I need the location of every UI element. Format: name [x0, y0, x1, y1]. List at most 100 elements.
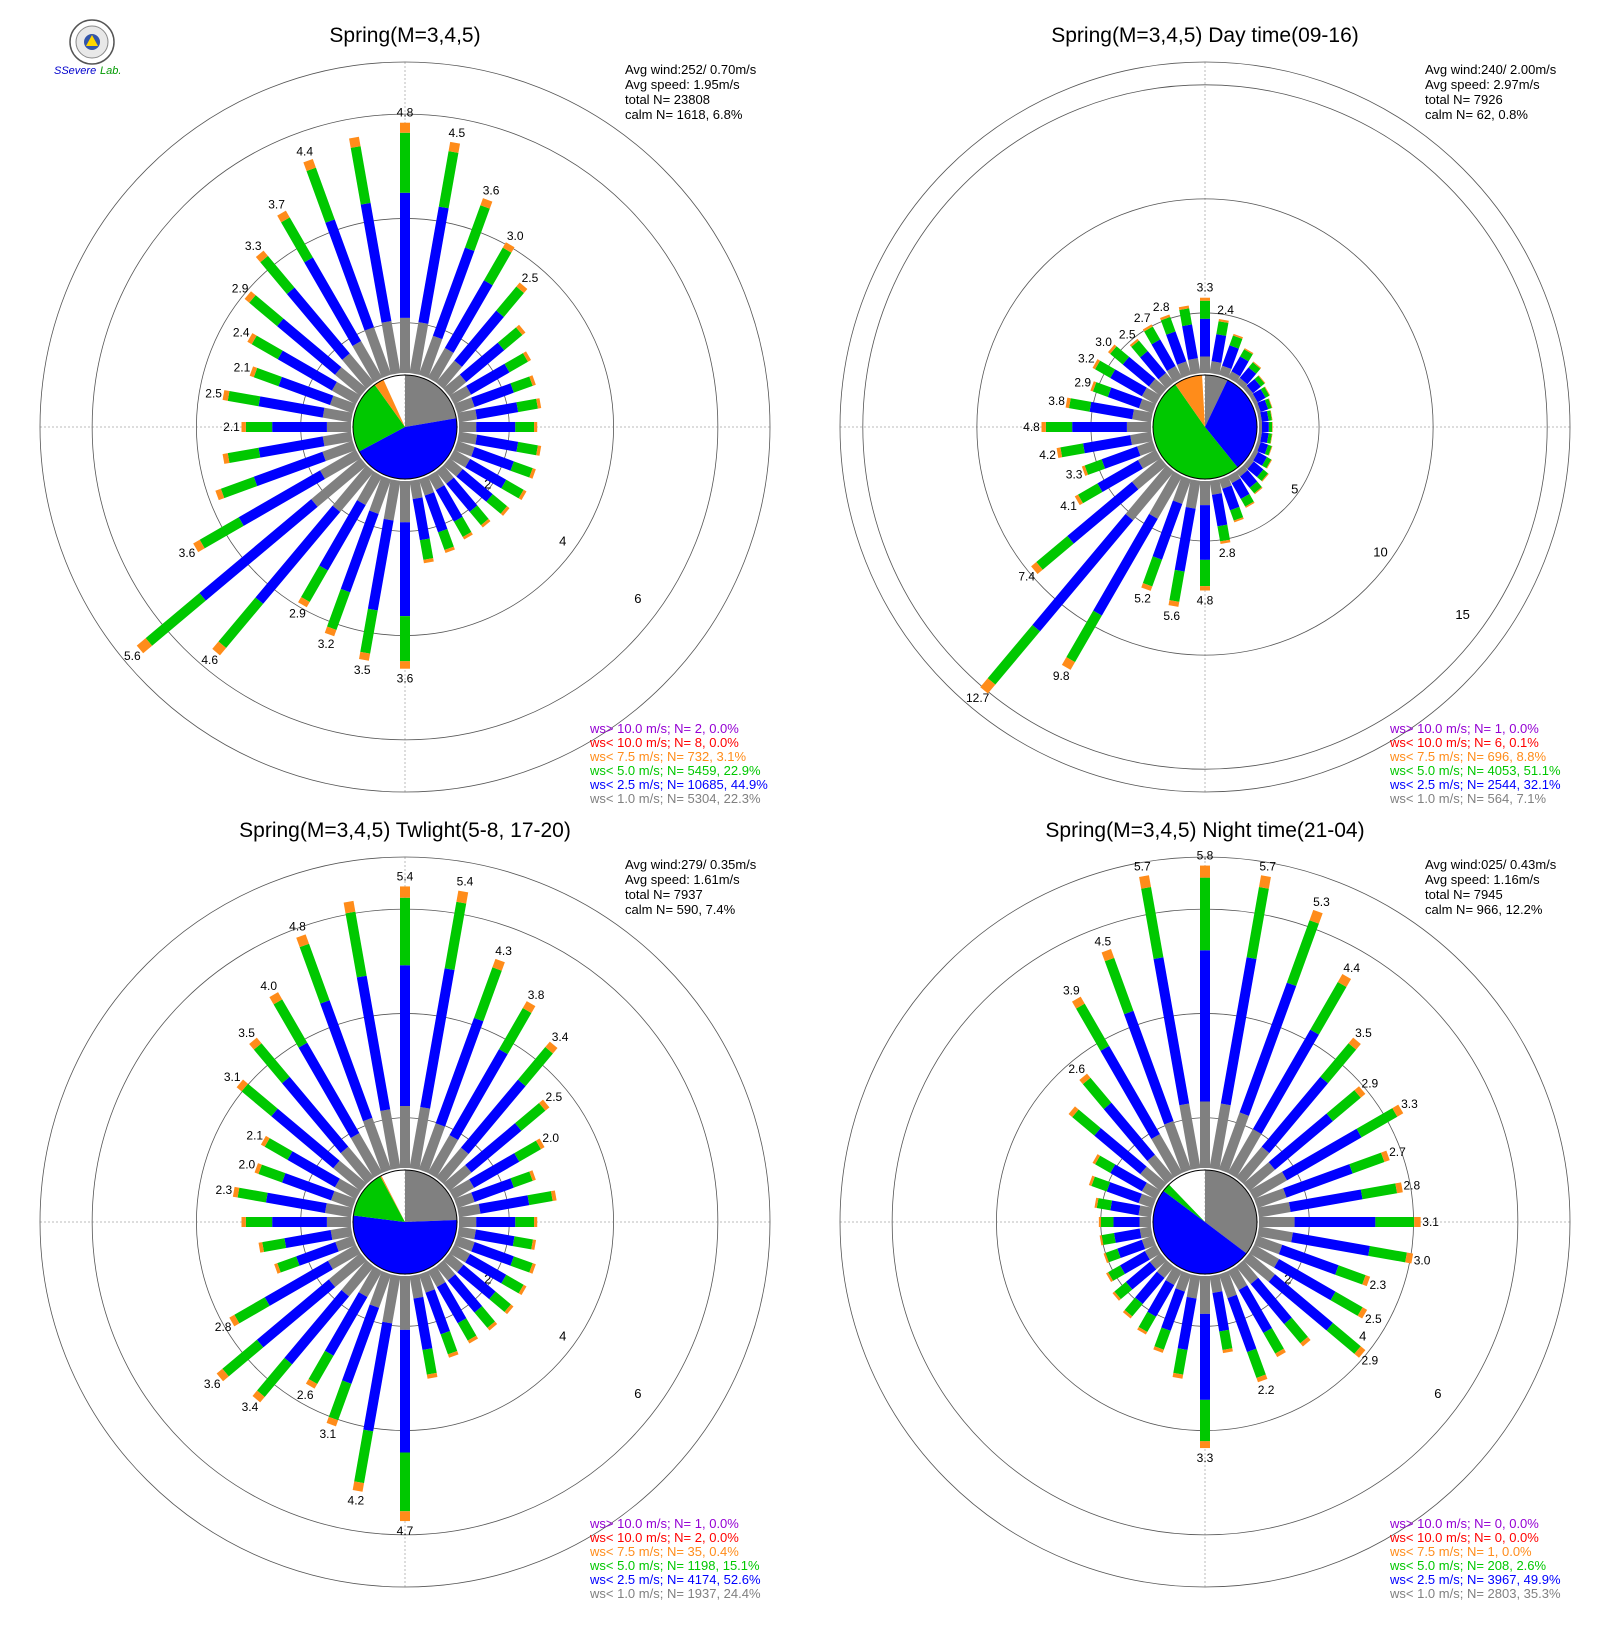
bar-segment-lt2_5 [432, 247, 475, 340]
legend: ws> 10.0 m/s; N= 2, 0.0% ws< 10.0 m/s; N… [589, 721, 768, 806]
rose: 2 4 6 4.8 4.5 3.6 3.0 2.5 3.6 3.5 3.2 2.9 4.6 5.6 3.6 2… [39, 61, 771, 793]
bar-segment-lt7_5 [296, 934, 310, 948]
bar-segment-lt2_5 [258, 396, 325, 418]
bar-segment-lt2_5 [253, 451, 326, 487]
bar-segment-lt1 [322, 431, 353, 447]
bar-segment-lt2_5 [1257, 441, 1269, 455]
sector-bar [454, 1235, 536, 1274]
bar-segment-lt2_5 [1032, 513, 1134, 632]
bar-segment-lt2_5 [1252, 1029, 1319, 1135]
bar-segment-lt1 [443, 1252, 464, 1273]
sector-bar [418, 476, 455, 553]
bar-segment-lt7_5 [545, 1041, 558, 1054]
sector-bar [212, 465, 375, 656]
sector-bar [1159, 314, 1192, 378]
bar-segment-lt2_5 [1222, 345, 1239, 370]
bar-segment-lt2_5 [1153, 957, 1190, 1106]
bar-segment-lt1 [443, 1165, 472, 1192]
bar-segment-lt1 [435, 1260, 456, 1281]
sector-bar [1249, 449, 1273, 469]
sector-bar [1218, 476, 1244, 523]
bar-segment-lt1 [1243, 1162, 1276, 1192]
bar-segment-lt7_5 [504, 1304, 514, 1315]
bar-segment-lt2_5 [449, 1049, 508, 1140]
ring-label: 6 [1434, 1386, 1441, 1401]
sector-bar [427, 242, 515, 383]
bar-segment-lt5 [253, 1043, 290, 1084]
bar-segment-lt5 [453, 516, 472, 537]
bar-segment-lt1 [1136, 440, 1156, 456]
bar-segment-lt5 [262, 1238, 287, 1252]
legend-ws-lt-7-5: ws< 7.5 m/s; N= 732, 3.1% [589, 749, 747, 764]
bar-segment-lt5 [1060, 443, 1085, 458]
sector-bar [443, 1252, 514, 1315]
bar-segment-lt7_5 [1309, 909, 1323, 924]
bar-segment-lt5 [234, 1297, 270, 1324]
bar-segment-lt2_5 [474, 1229, 515, 1247]
bar-segment-lt5 [457, 1318, 477, 1341]
bar-segment-lt7_5 [1090, 381, 1097, 392]
sector-bar [222, 431, 353, 464]
bar-segment-lt7_5 [1101, 949, 1115, 962]
bar-segment-lt7_5 [529, 1170, 536, 1181]
sector-bar [1249, 386, 1271, 405]
bar-segment-lt7_5 [1172, 1372, 1184, 1379]
bar-segment-lt5 [1095, 360, 1116, 379]
bar-segment-lt7_5 [1137, 1326, 1148, 1335]
ring-label: 2 [1284, 1271, 1291, 1286]
bar-segment-lt7_5 [252, 1390, 265, 1403]
bar-segment-lt2_5 [277, 318, 342, 375]
bar-segment-lt2_5 [1220, 957, 1257, 1106]
bar-segment-lt7_5 [529, 375, 536, 386]
bar-segment-lt1 [332, 465, 375, 513]
ring-label: 2 [484, 476, 491, 491]
bar-segment-lt7_5 [1245, 501, 1255, 508]
bar-segment-lt7_5 [277, 210, 290, 223]
bar-segment-lt1 [383, 479, 401, 521]
sector-bar [1139, 875, 1201, 1170]
bar-segment-lt2_5 [1239, 982, 1297, 1116]
bar-label: 3.6 [179, 546, 196, 560]
sector-bar [1254, 1235, 1371, 1287]
bar-segment-lt5 [1360, 1183, 1398, 1200]
bar-label: 3.0 [507, 229, 524, 243]
sector-bar [1061, 471, 1183, 670]
sector-bar [349, 136, 401, 375]
bar-segment-lt5 [258, 1164, 286, 1183]
bar-segment-lt5 [438, 151, 459, 209]
wind-rose-panel-spring-day: 510153.32.42.84.85.65.29.812.77.44.13.34… [839, 24, 1571, 806]
sector-bar [435, 1260, 498, 1331]
bar-label: 9.8 [1053, 669, 1070, 683]
bar-segment-lt2_5 [435, 485, 463, 522]
sector-bar [1249, 1104, 1404, 1200]
bar-segment-lt1 [1235, 465, 1248, 477]
bar-segment-lt5 [1124, 1297, 1143, 1317]
bar-label: 2.0 [239, 1157, 256, 1171]
bar-segment-lt5 [1108, 1265, 1125, 1281]
bar-segment-lt2_5 [1174, 506, 1196, 572]
legend-ws-lt-7-5: ws< 7.5 m/s; N= 1, 0.0% [1389, 1544, 1532, 1559]
bar-segment-lt7_5 [1129, 338, 1139, 347]
bar-label: 2.2 [1258, 1383, 1275, 1397]
bar-segment-lt7_5 [1141, 583, 1153, 591]
bar-segment-lt7_5 [529, 1263, 536, 1274]
grid-ring [976, 198, 1434, 656]
bar-segment-lt2_5 [1125, 1261, 1157, 1290]
sector-bar [269, 992, 383, 1178]
bar-segment-lt7_5 [1153, 1346, 1164, 1353]
bar-segment-lt2_5 [238, 470, 325, 526]
bar-segment-lt2_5 [1268, 1113, 1333, 1170]
bar-segment-lt1 [330, 1226, 353, 1240]
bar-segment-lt1 [1227, 1129, 1262, 1178]
bar-segment-lt2_5 [471, 1178, 514, 1202]
sector-bar [454, 1170, 536, 1209]
sector-bar [298, 471, 383, 608]
bar-segment-lt2_5 [465, 458, 507, 489]
bar-segment-lt1 [1218, 1112, 1249, 1173]
bar-segment-lt5 [1169, 569, 1185, 602]
bar-segment-lt5 [514, 1140, 541, 1162]
sector-bar [409, 890, 469, 1170]
ring-label: 5 [1291, 482, 1298, 497]
bar-segment-lt5 [501, 479, 524, 499]
bar-segment-lt1 [1186, 1274, 1201, 1299]
